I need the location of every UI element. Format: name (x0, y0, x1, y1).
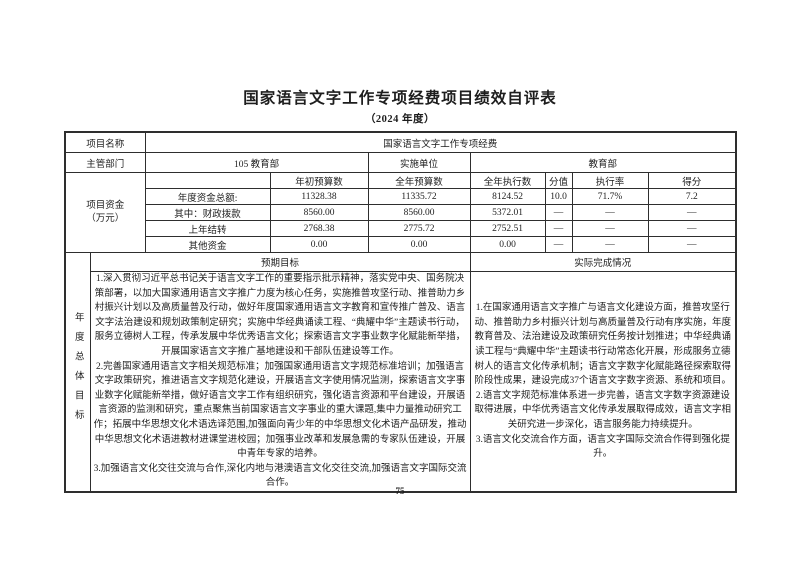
fund-row-carryover: 上年结转 2768.38 2775.72 2752.51 — — — (65, 220, 737, 237)
col-header-rate: 执行率 (571, 172, 649, 189)
actual-results-text: 1.在国家通用语言文字推广与语言文化建设方面，推普攻坚行动、推普助力乡村振兴计划… (469, 270, 737, 493)
cell-initial-budget: 0.00 (269, 236, 369, 253)
cell-annual-budget: 0.00 (367, 236, 471, 253)
cell-rate: — (571, 236, 649, 253)
expected-goal-paragraph: 2.完善国家通用语言文字相关规范标准；加强国家通用语言文字规范标准培训；加强语言… (93, 361, 467, 460)
fund-subheader-empty (144, 172, 271, 189)
cell-score: — (647, 236, 737, 253)
annual-goal-side-label: 年度总体目标 (72, 311, 83, 429)
actual-result-paragraph: 3.语言文化交流合作方面，语言文字国际交流合作得到强化提升。 (475, 434, 730, 460)
actual-result-paragraph: 1.在国家通用语言文字推广与语言文化建设方面，推普攻坚行动、推普助力乡村振兴计划… (474, 303, 732, 387)
cell-rate: — (571, 204, 649, 221)
expected-goals-text: 1.深入贯彻习近平总书记关于语言文字工作的重要指示批示精神，落实党中央、国务院决… (89, 270, 471, 493)
cell-executed: 5372.01 (469, 204, 546, 221)
goals-body-row: 1.深入贯彻习近平总书记关于语言文字工作的重要指示批示精神，落实党中央、国务院决… (65, 270, 737, 493)
fund-row-other: 其他资金 0.00 0.00 0.00 — — — (65, 236, 737, 253)
fund-label-line1: 项目资金 (86, 200, 125, 211)
annual-goal-side-label-cell: 年度总体目标 (64, 251, 91, 493)
cell-points: — (544, 204, 573, 221)
fund-row-label: 其中：财政拨款 (144, 204, 271, 221)
impl-unit-label: 实施单位 (367, 152, 471, 173)
goals-header-row: 年度总体目标 预期目标 实际完成情况 (64, 251, 737, 493)
project-name-value: 国家语言文字工作专项经费 (144, 131, 737, 153)
cell-points: — (544, 236, 573, 253)
page-number: 75 (395, 486, 405, 496)
cell-initial-budget: 2768.38 (269, 220, 369, 237)
fund-row-label: 年度资金总额: (144, 188, 271, 205)
expected-goal-paragraph: 1.深入贯彻习近平总书记关于语言文字工作的重要指示批示精神，落实党中央、国务院决… (94, 274, 466, 357)
col-header-score: 得分 (647, 172, 737, 189)
cell-executed: 8124.52 (469, 188, 546, 205)
actual-results-header: 实际完成情况 (469, 252, 737, 272)
cell-score: — (647, 220, 737, 237)
col-header-annual-budget: 全年预算数 (367, 172, 471, 189)
evaluation-table: 项目名称 国家语言文字工作专项经费 主管部门 105 教育部 实施单位 教育部 … (64, 131, 738, 493)
fund-row-label: 其他资金 (144, 236, 271, 253)
col-header-executed: 全年执行数 (469, 172, 546, 189)
col-header-initial-budget: 年初预算数 (269, 172, 369, 189)
fund-label-line2: （万元） (86, 213, 125, 224)
fund-row-label: 上年结转 (144, 220, 271, 237)
cell-annual-budget: 8560.00 (367, 204, 471, 221)
cell-points: 10.0 (544, 188, 573, 205)
dept-value: 105 教育部 (144, 152, 369, 173)
fund-row-total: 年度资金总额: 11328.38 11335.72 8124.52 10.0 7… (65, 188, 737, 205)
actual-result-paragraph: 2.语言文字规范标准体系进一步完善，语言文字数字资源建设取得进展，中华优秀语言文… (474, 390, 732, 430)
cell-points: — (544, 220, 573, 237)
cell-initial-budget: 8560.00 (269, 204, 369, 221)
impl-unit-value: 教育部 (469, 152, 737, 173)
cell-score: — (647, 204, 737, 221)
table-row: 主管部门 105 教育部 实施单位 教育部 (64, 152, 737, 173)
expected-goals-header: 预期目标 (89, 252, 471, 272)
cell-score: 7.2 (647, 188, 737, 205)
fund-header-row: 项目资金 （万元） 年初预算数 全年预算数 全年执行数 分值 执行率 得分 (64, 172, 737, 253)
project-name-label: 项目名称 (64, 131, 146, 153)
expected-goal-paragraph: 3.加强语言文化交往交流与合作,深化内地与港澳语言文化交往交流,加强语言文字国际… (93, 463, 467, 489)
cell-initial-budget: 11328.38 (269, 188, 369, 205)
cell-annual-budget: 2775.72 (367, 220, 471, 237)
fund-section-label: 项目资金 （万元） (64, 172, 146, 253)
page-title: 国家语言文字工作专项经费项目绩效自评表 (243, 90, 557, 107)
cell-executed: 2752.51 (469, 220, 546, 237)
cell-rate: 71.7% (571, 188, 649, 205)
col-header-points: 分值 (544, 172, 573, 189)
cell-annual-budget: 11335.72 (367, 188, 471, 205)
page-subtitle: （2024 年度） (364, 114, 436, 125)
dept-label: 主管部门 (64, 152, 146, 173)
cell-rate: — (571, 220, 649, 237)
fund-row-fiscal: 其中：财政拨款 8560.00 8560.00 5372.01 — — — (65, 204, 737, 221)
table-row: 项目名称 国家语言文字工作专项经费 (64, 131, 737, 153)
cell-executed: 0.00 (469, 236, 546, 253)
